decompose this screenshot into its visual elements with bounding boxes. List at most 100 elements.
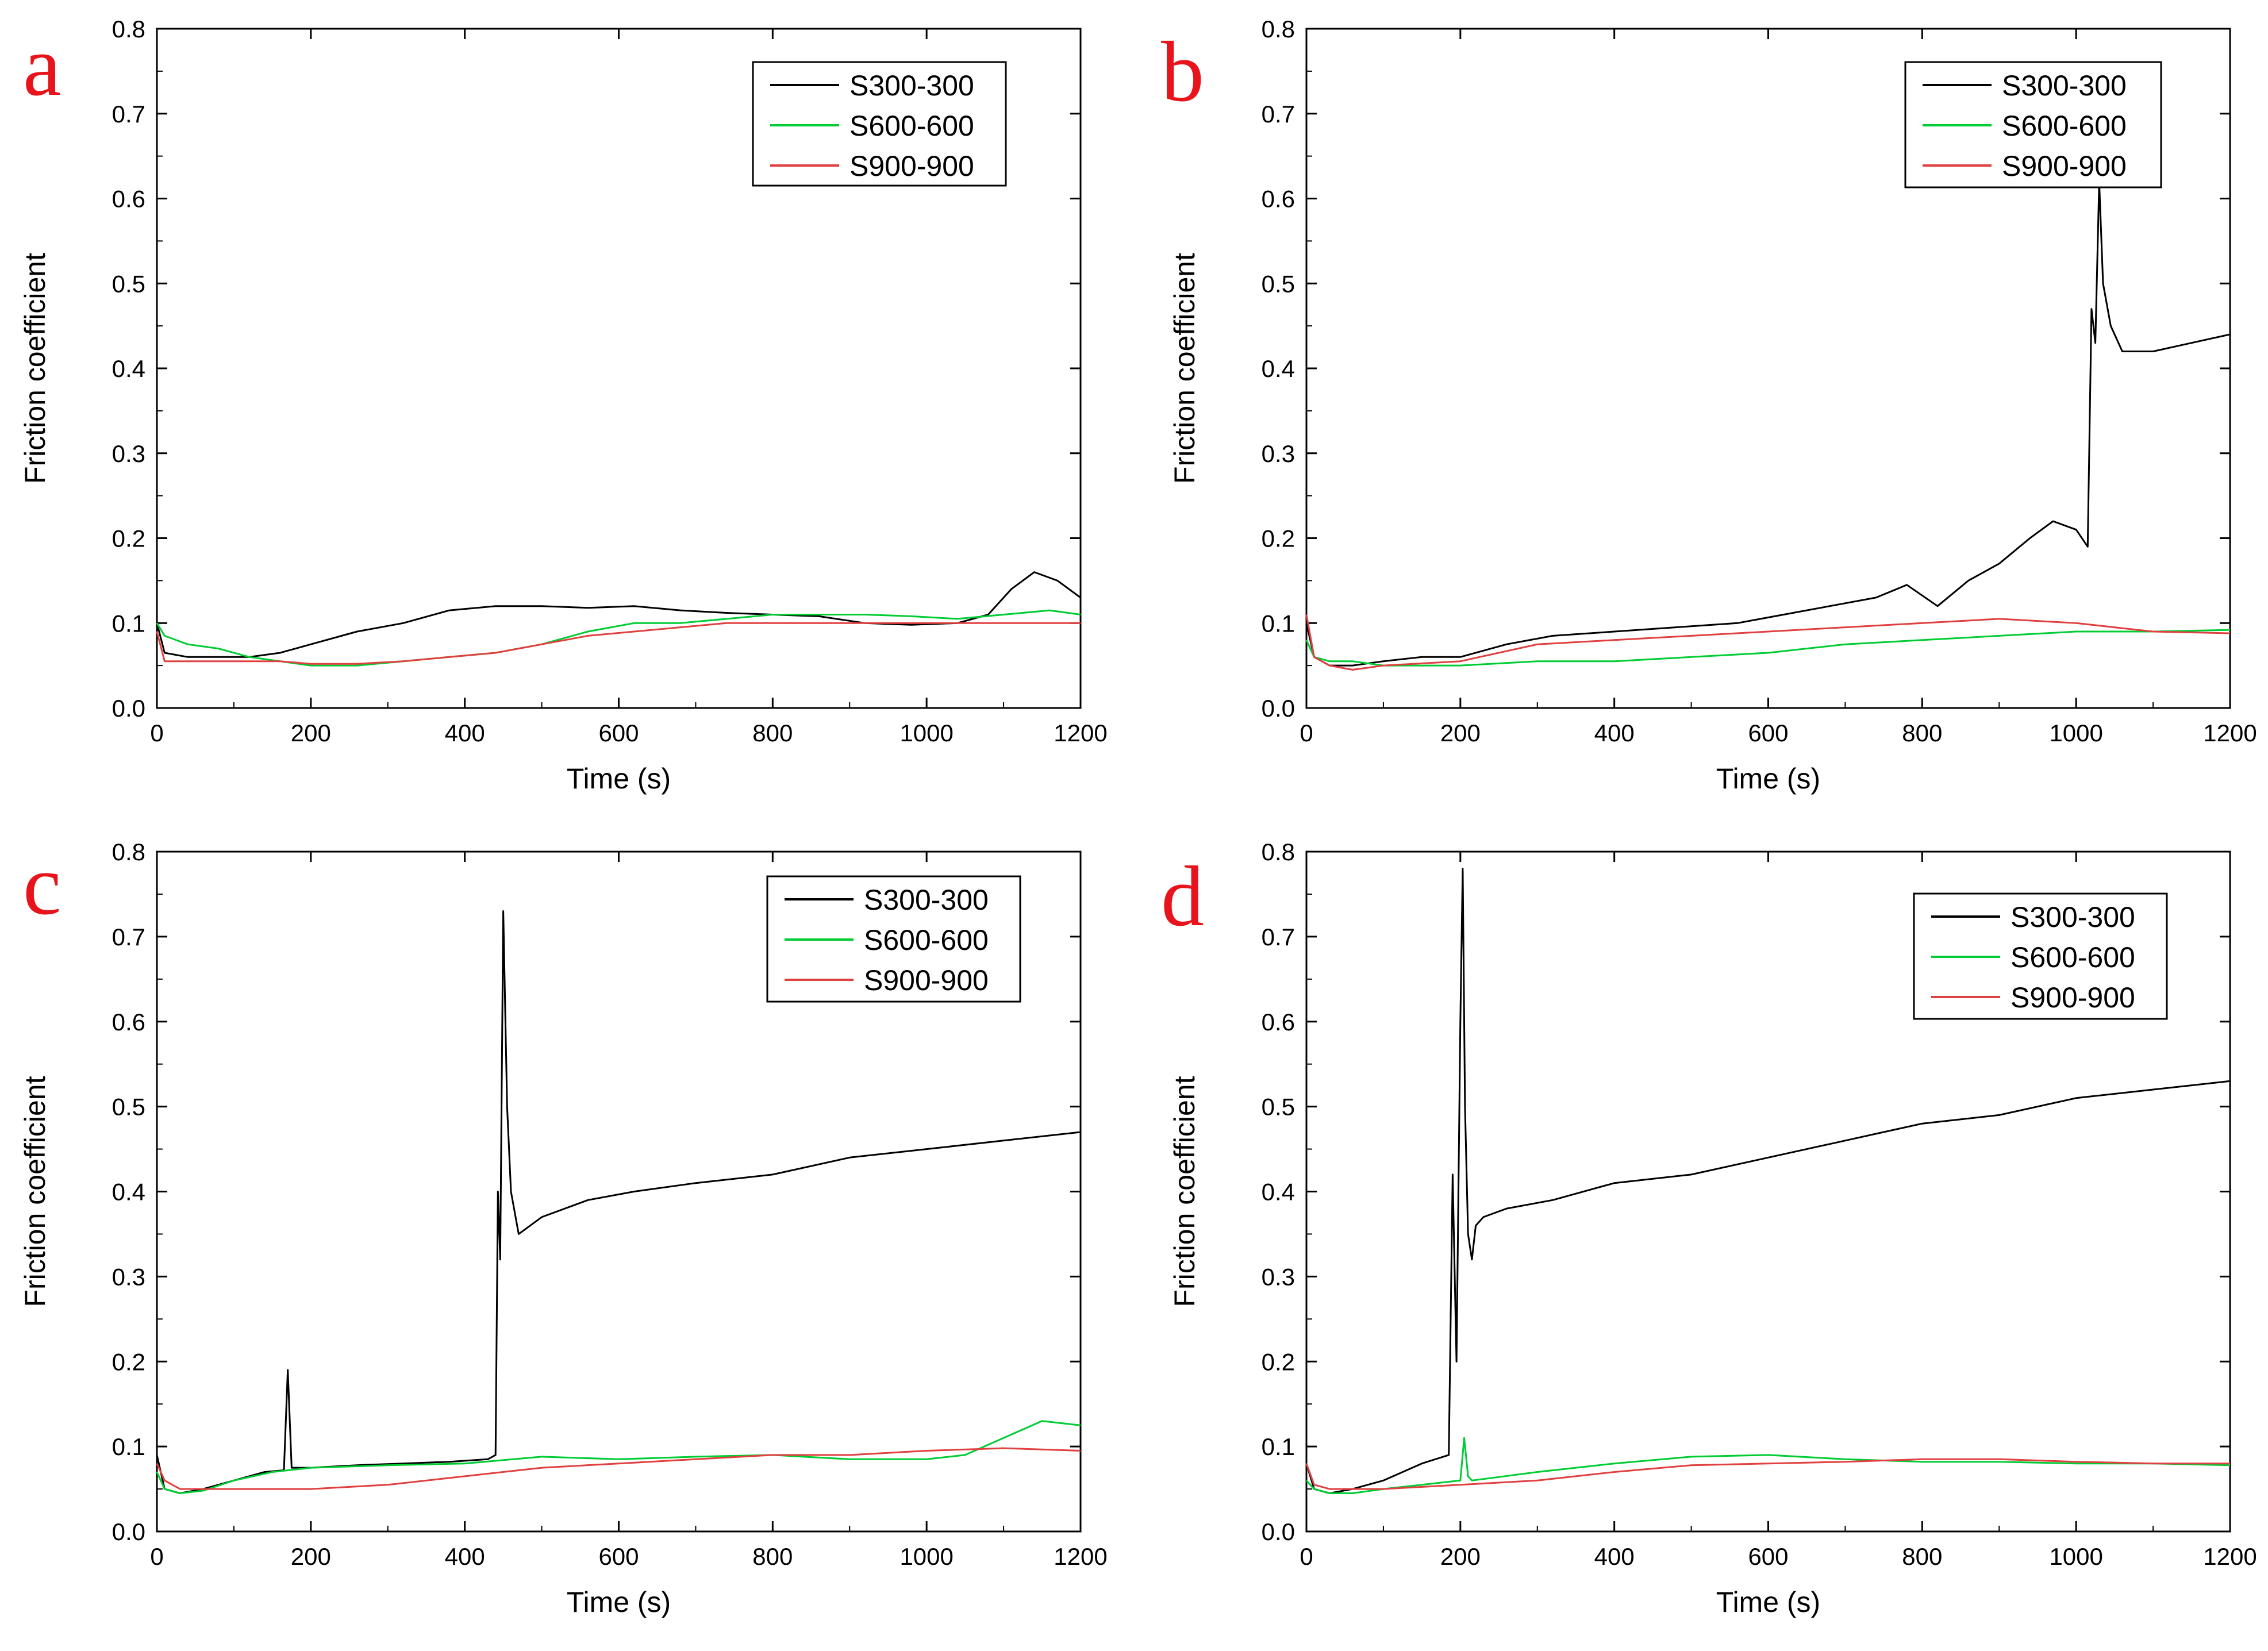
legend-label: S900-900: [2002, 150, 2127, 182]
legend-label: S300-300: [849, 70, 974, 102]
x-tick-label: 0: [150, 1543, 163, 1570]
y-tick-label: 0.5: [112, 270, 145, 297]
legend: S300-300 S600-600 S900-900: [766, 875, 1021, 1003]
series-line-s900-900: [1305, 614, 2231, 671]
y-tick-label: 0.7: [112, 923, 145, 950]
y-axis-title: Friction coefficient: [19, 1076, 51, 1307]
y-tick-label: 0.4: [112, 355, 145, 382]
legend-label: S300-300: [864, 884, 989, 916]
y-tick-label: 0.3: [1262, 440, 1295, 467]
y-tick-label: 0.8: [1262, 838, 1295, 865]
x-tick-label: 1000: [2049, 1543, 2102, 1570]
x-tick-label: 200: [1440, 719, 1481, 746]
x-tick-label: 0: [150, 719, 163, 746]
y-tick-label: 0.5: [112, 1094, 145, 1121]
series-line-s300-300: [156, 571, 1081, 658]
x-axis-title: Time (s): [1716, 763, 1820, 795]
x-tick-label: 0: [1300, 1543, 1313, 1570]
series-line-s600-600: [1305, 629, 2231, 667]
legend-label: S600-600: [864, 924, 989, 956]
y-tick-label: 0.5: [1262, 270, 1295, 297]
series-line-s300-300: [1305, 868, 2231, 1494]
y-tick-label: 0.5: [1262, 1094, 1295, 1121]
y-tick-label: 0.0: [1262, 1518, 1295, 1545]
x-tick-label: 600: [598, 719, 639, 746]
x-tick-label: 600: [1748, 719, 1788, 746]
legend-label: S600-600: [2002, 110, 2127, 142]
y-tick-label: 0.3: [112, 1263, 145, 1290]
x-tick-label: 400: [445, 1543, 485, 1570]
y-tick-label: 0.8: [1262, 16, 1295, 43]
panel-letter: d: [1161, 849, 1204, 944]
x-tick-label: 400: [445, 719, 485, 746]
panel-d: 0 200 400 600 800 1000 1200 0.0 0.1 0.2 0.3 0.4 0.5 0…: [1161, 838, 2257, 1618]
legend-label: S900-900: [864, 964, 989, 996]
x-tick-label: 1200: [1054, 1543, 1107, 1570]
legend-label: S300-300: [2002, 70, 2127, 102]
series-line-s300-300: [1305, 180, 2231, 667]
x-tick-label: 200: [291, 719, 331, 746]
series-line-s600-600: [156, 1420, 1081, 1494]
y-tick-label: 0.2: [112, 1348, 145, 1375]
legend-label: S900-900: [2011, 982, 2135, 1014]
series-line-s900-900: [1305, 1458, 2230, 1490]
y-tick-label: 0.2: [1262, 1348, 1295, 1375]
y-tick-label: 0.2: [1262, 525, 1295, 552]
y-tick-label: 0.6: [112, 186, 145, 213]
y-tick-label: 0.6: [1262, 186, 1295, 213]
y-tick-label: 0.1: [112, 610, 145, 637]
x-tick-label: 400: [1594, 719, 1635, 746]
series-line-s900-900: [156, 622, 1081, 665]
x-axis-title: Time (s): [1716, 1586, 1820, 1618]
series-line-s900-900: [156, 1447, 1081, 1490]
x-tick-label: 1200: [2203, 719, 2257, 746]
y-tick-label: 0.0: [1262, 695, 1295, 722]
y-tick-label: 0.0: [112, 1518, 145, 1545]
legend: S300-300 S600-600 S900-900: [1913, 892, 2168, 1020]
y-tick-label: 0.8: [112, 838, 145, 865]
panel-c: 0 200 400 600 800 1000 1200 0.0 0.1 0.2 0.3 0.4 0.5 0…: [19, 837, 1108, 1618]
x-tick-label: 600: [598, 1543, 639, 1570]
panel-letter: a: [23, 18, 61, 114]
y-axis-title: Friction coefficient: [19, 253, 51, 484]
y-tick-label: 0.7: [1262, 101, 1295, 128]
x-tick-label: 200: [1440, 1543, 1481, 1570]
legend-label: S600-600: [849, 110, 974, 142]
series-line-s600-600: [156, 609, 1081, 667]
y-tick-label: 0.1: [1262, 1433, 1295, 1460]
x-tick-label: 600: [1748, 1543, 1788, 1570]
series-line-s600-600: [1305, 1437, 2231, 1494]
x-tick-label: 800: [752, 719, 793, 746]
x-tick-label: 800: [752, 1543, 793, 1570]
y-tick-label: 0.1: [1262, 610, 1295, 637]
x-tick-label: 800: [1902, 1543, 1942, 1570]
x-tick-label: 200: [291, 1543, 331, 1570]
y-tick-label: 0.3: [112, 440, 145, 467]
y-tick-label: 0.7: [112, 101, 145, 128]
x-tick-label: 800: [1902, 719, 1942, 746]
legend-label: S900-900: [849, 150, 974, 182]
x-tick-label: 0: [1300, 719, 1313, 746]
x-tick-label: 1000: [899, 1543, 953, 1570]
y-tick-label: 0.6: [112, 1009, 145, 1036]
y-axis-title: Friction coefficient: [1168, 1076, 1201, 1307]
legend-label: S300-300: [2011, 901, 2135, 933]
x-axis-title: Time (s): [567, 763, 671, 795]
x-tick-label: 1200: [1054, 719, 1107, 746]
y-tick-label: 0.2: [112, 525, 145, 552]
x-tick-label: 1200: [2203, 1543, 2257, 1570]
y-tick-label: 0.7: [1262, 923, 1295, 950]
y-tick-label: 0.4: [1262, 1179, 1295, 1206]
panel-letter: b: [1161, 24, 1204, 120]
x-axis-title: Time (s): [567, 1586, 671, 1618]
x-tick-label: 400: [1594, 1543, 1635, 1570]
y-tick-label: 0.3: [1262, 1263, 1295, 1290]
series-line-s300-300: [156, 910, 1081, 1494]
y-tick-label: 0.4: [112, 1179, 145, 1206]
x-tick-label: 1000: [2049, 719, 2102, 746]
legend: S300-300 S600-600 S900-900: [1904, 61, 2162, 188]
x-tick-label: 1000: [899, 719, 953, 746]
panel-letter: c: [23, 837, 61, 933]
legend: S300-300 S600-600 S900-900: [752, 61, 1007, 187]
